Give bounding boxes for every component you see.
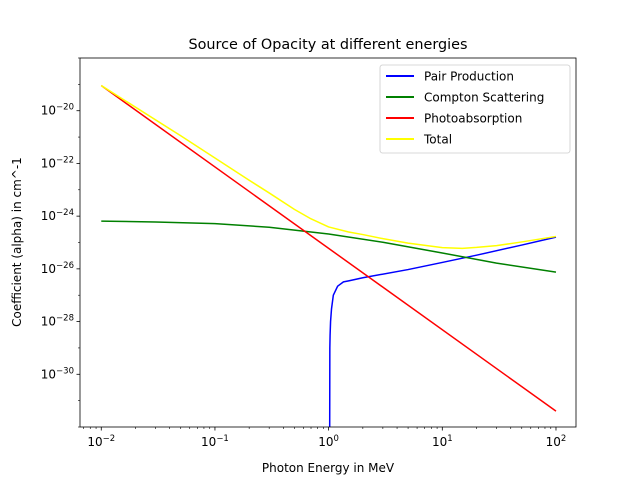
x-tick-label-2: 100 bbox=[318, 434, 339, 449]
y-axis: 10−30 10−28 10−26 10−24 10−22 10−20 bbox=[41, 57, 80, 428]
x-tick-label-3: 101 bbox=[432, 434, 453, 449]
y-tick-label-0: 10−30 bbox=[41, 366, 74, 381]
legend-label-1: Compton Scattering bbox=[424, 91, 544, 105]
series-layer bbox=[100, 84, 557, 427]
x-tick-label-4: 102 bbox=[546, 434, 567, 449]
x-tick-label-0: 10−2 bbox=[87, 434, 115, 449]
y-tick-label-3: 10−24 bbox=[41, 208, 74, 223]
legend-box bbox=[379, 64, 571, 154]
y-axis-label: Coefficient (alpha) in cm^-1 bbox=[10, 157, 24, 327]
y-tick-label-5: 10−20 bbox=[41, 103, 74, 118]
series-line-3 bbox=[100, 84, 557, 250]
legend-label-0: Pair Production bbox=[424, 70, 514, 84]
legend: Pair Production Compton Scattering Photoab… bbox=[379, 64, 571, 154]
legend-label-3: Total bbox=[423, 133, 452, 147]
x-axis: 10−2 10−1 100 101 102 bbox=[83, 427, 567, 449]
y-tick-label-2: 10−26 bbox=[41, 261, 74, 276]
series-line-2 bbox=[100, 84, 557, 412]
x-axis-label: Photon Energy in MeV bbox=[262, 461, 395, 475]
y-tick-label-1: 10−28 bbox=[41, 314, 74, 329]
y-tick-label-4: 10−22 bbox=[41, 155, 74, 170]
legend-label-2: Photoabsorption bbox=[424, 112, 522, 126]
series-line-1 bbox=[101, 220, 557, 273]
chart-title: Source of Opacity at different energies bbox=[188, 37, 467, 53]
x-tick-label-1: 10−1 bbox=[201, 434, 229, 449]
